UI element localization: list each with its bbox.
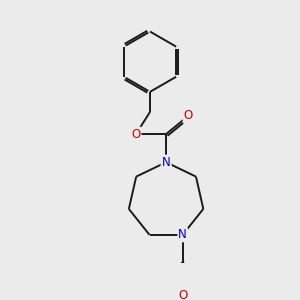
Text: N: N xyxy=(162,156,170,169)
Text: O: O xyxy=(131,128,141,141)
Text: N: N xyxy=(178,228,187,241)
Text: O: O xyxy=(184,110,193,122)
Text: O: O xyxy=(178,290,187,300)
Text: N: N xyxy=(162,156,170,169)
